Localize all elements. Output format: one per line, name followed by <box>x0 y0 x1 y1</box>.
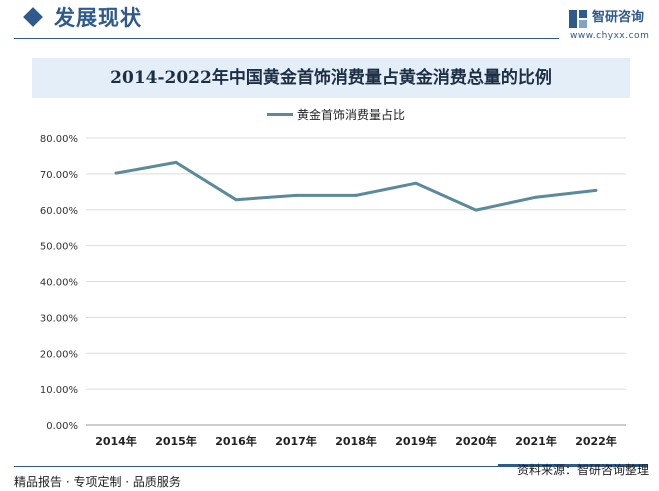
footer-divider <box>14 466 498 467</box>
y-tick-label: 20.00% <box>40 349 78 360</box>
chart-title-band: 2014-2022年中国黄金首饰消费量占黄金消费总量的比例 <box>32 58 630 98</box>
legend-swatch <box>267 113 293 116</box>
y-tick-label: 60.00% <box>40 206 78 217</box>
legend-label: 黄金首饰消费量占比 <box>297 108 406 122</box>
logo-mark-icon <box>569 10 587 28</box>
section-title: 发展现状 <box>54 6 142 30</box>
x-tick-label: 2014年 <box>95 434 137 448</box>
x-tick-label: 2021年 <box>515 434 557 448</box>
y-tick-label: 70.00% <box>40 170 78 181</box>
data-point <box>234 198 238 202</box>
y-tick-label: 30.00% <box>40 313 78 324</box>
chart-title: 2014-2022年中国黄金首饰消费量占黄金消费总量的比例 <box>110 68 552 88</box>
x-tick-label: 2022年 <box>575 434 617 448</box>
x-tick-label: 2015年 <box>155 434 197 448</box>
series-line <box>115 160 597 212</box>
x-tick-label: 2017年 <box>275 434 317 448</box>
logo-name: 智研咨询 <box>592 10 645 25</box>
data-point <box>174 160 178 164</box>
data-point <box>594 188 598 192</box>
y-tick-label: 50.00% <box>40 242 78 253</box>
header-divider <box>14 38 559 39</box>
y-tick-label: 0.00% <box>46 421 78 432</box>
data-point <box>294 193 298 197</box>
data-point <box>474 208 478 212</box>
footer-accent-bar <box>498 464 648 467</box>
logo-url: www.chyxx.com <box>570 31 650 41</box>
source-note: 资料来源：智研咨询整理 <box>516 463 649 477</box>
data-point <box>534 195 538 199</box>
footer-tagline: 精品报告 · 专项定制 · 品质服务 <box>14 475 181 489</box>
x-tick-label: 2018年 <box>335 434 377 448</box>
y-tick-label: 10.00% <box>40 385 78 396</box>
y-tick-label: 80.00% <box>40 134 78 145</box>
data-point <box>354 193 358 197</box>
y-tick-label: 40.00% <box>40 278 78 289</box>
x-tick-label: 2016年 <box>215 434 257 448</box>
data-point <box>114 171 118 175</box>
brand-logo: 智研咨询 www.chyxx.com <box>568 8 658 42</box>
header: 发展现状 智研咨询 www.chyxx.com <box>0 0 659 42</box>
x-tick-label: 2019年 <box>395 434 437 448</box>
x-tick-label: 2020年 <box>455 434 497 448</box>
data-point <box>414 181 418 185</box>
